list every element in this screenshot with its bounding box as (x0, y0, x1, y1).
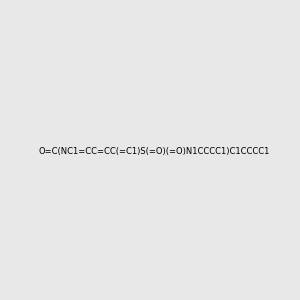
Text: O=C(NC1=CC=CC(=C1)S(=O)(=O)N1CCCC1)C1CCCC1: O=C(NC1=CC=CC(=C1)S(=O)(=O)N1CCCC1)C1CCC… (38, 147, 269, 156)
